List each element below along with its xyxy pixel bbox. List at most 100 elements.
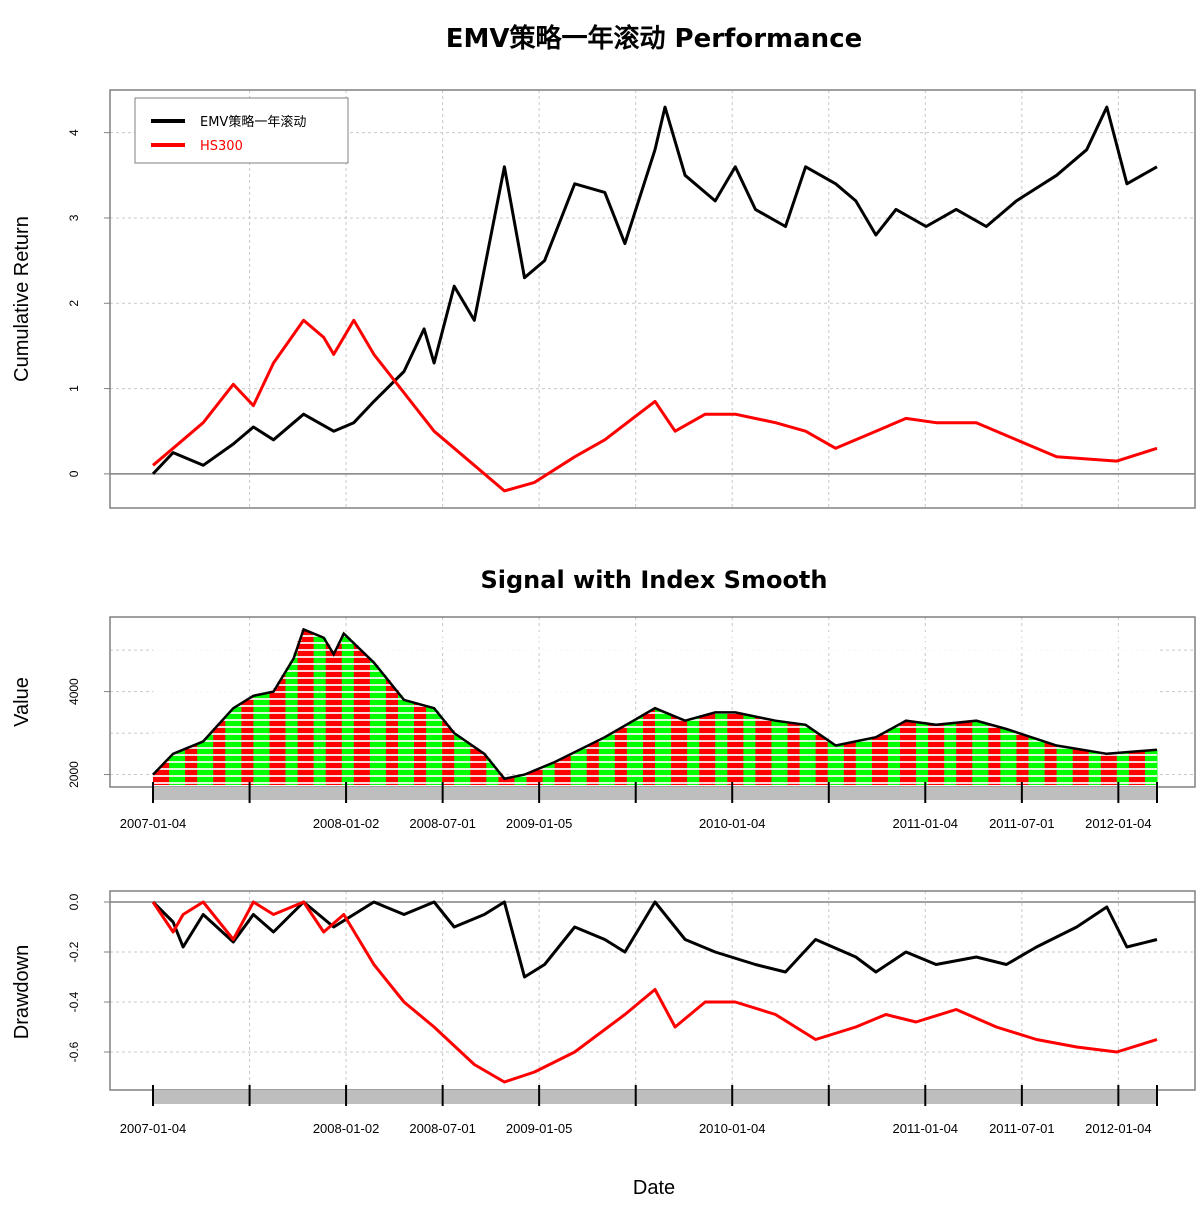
performance-plot-frame: [109, 89, 1196, 509]
legend-box: [134, 97, 349, 164]
signal-bar: [265, 692, 270, 785]
signal-bar: [225, 714, 230, 785]
performance-legend: EMV策略一年滚动 HS300: [134, 97, 349, 164]
signal-bar: [920, 722, 925, 785]
signal-bar: [341, 633, 347, 785]
signal-bar: [1076, 749, 1082, 785]
signal-title: Signal with Index Smooth: [480, 566, 827, 594]
signal-bar: [1072, 748, 1078, 785]
signal-bar: [839, 744, 845, 785]
signal-bar: [1060, 746, 1066, 785]
signal-bar: [743, 714, 748, 785]
x-tick-label: 2008-07-01: [409, 816, 476, 831]
x-tick-label: 2008-01-02: [313, 816, 380, 831]
signal-bar: [630, 721, 636, 785]
signal-bar: [1016, 732, 1021, 785]
signal-bar: [470, 745, 475, 785]
signal-bar: [201, 741, 206, 785]
signal-bar: [1153, 749, 1158, 785]
signal-bar: [474, 748, 479, 785]
signal-bar: [634, 718, 640, 785]
x-tick-label: 2007-01-04: [120, 1121, 187, 1136]
signal-bar: [667, 714, 672, 785]
signal-bar: [747, 715, 752, 785]
signal-bar: [1024, 735, 1029, 785]
signal-bar: [1008, 730, 1013, 785]
signal-bar: [783, 722, 788, 785]
signal-bar: [956, 722, 961, 785]
signal-bar: [679, 719, 684, 785]
signal-bar: [819, 735, 825, 785]
signal-bar: [554, 761, 560, 785]
signal-bar: [514, 776, 519, 785]
signal-bar: [526, 772, 531, 785]
signal-bar: [221, 719, 226, 785]
drawdown-y-axis-label: Drawdown: [11, 945, 33, 1039]
x-tick-label: 2010-01-04: [699, 816, 766, 831]
signal-bar: [466, 742, 471, 785]
signal-bar: [586, 745, 592, 785]
signal-bar: [193, 744, 198, 785]
signal-bar: [699, 716, 704, 785]
signal-bar: [1004, 729, 1009, 785]
signal-bar: [293, 652, 299, 785]
signal-bar: [169, 755, 174, 785]
performance-y-ticks: 0 1 2 3 4: [67, 129, 110, 477]
signal-x-tick-labels: 2007-01-04 2008-01-02 2008-07-01 2009-01-05…: [120, 816, 1152, 831]
signal-bar: [369, 660, 375, 785]
x-tick-label: 2009-01-05: [506, 816, 573, 831]
signal-bar: [257, 694, 262, 785]
signal-bar: [582, 747, 588, 785]
signal-bar: [695, 717, 700, 785]
x-tick-label: 2010-01-04: [699, 1121, 766, 1136]
signal-bar: [385, 680, 391, 785]
signal-bar: [185, 748, 190, 785]
signal-index-line: [152, 627, 1158, 781]
signal-bar: [317, 636, 323, 785]
signal-bar: [1145, 750, 1150, 785]
performance-panel: EMV策略一年滚动 Performance 0 1 2 3 4 Cumulative R…: [11, 23, 1196, 509]
signal-bar: [811, 730, 817, 785]
signal-bar: [454, 734, 459, 785]
signal-bar: [329, 651, 335, 785]
x-tick-label: 2009-01-05: [506, 1121, 573, 1136]
signal-bar: [534, 769, 539, 785]
signal-bar: [847, 742, 853, 785]
signal-bar: [281, 675, 286, 785]
signal-bar: [414, 703, 419, 785]
signal-bar: [775, 720, 780, 785]
date-axis-label: Date: [633, 1177, 675, 1199]
signal-bar: [181, 749, 186, 785]
signal-bar: [498, 773, 503, 785]
y-tick-label: -0.4: [67, 991, 81, 1012]
signal-bar: [835, 745, 841, 785]
signal-bar: [562, 757, 568, 785]
signal-bar: [394, 690, 399, 785]
signal-bar: [590, 743, 596, 785]
signal-bar: [153, 772, 158, 785]
signal-bar: [510, 777, 515, 785]
signal-bar: [486, 758, 491, 785]
signal-bar: [968, 721, 973, 785]
signal-bar: [373, 665, 379, 785]
x-tick-label: 2011-01-04: [893, 1121, 959, 1136]
signal-bar: [687, 719, 692, 785]
date-band: [153, 1090, 1157, 1104]
signal-bar: [361, 652, 367, 785]
signal-bar: [197, 743, 202, 785]
signal-bar: [675, 717, 680, 785]
drawdown-series: [151, 900, 1158, 1084]
signal-bar: [518, 775, 523, 785]
signal-bar: [189, 746, 194, 785]
drawdown-date-band: [152, 1085, 1158, 1106]
signal-bar: [241, 702, 246, 785]
drawdown-panel: 0.0 -0.2 -0.4 -0.6 Drawdown 2007-01-04 2008-…: [11, 890, 1196, 1199]
signal-bar: [763, 718, 768, 785]
signal-bar: [807, 727, 813, 785]
signal-bar: [904, 720, 909, 785]
signal-bar: [305, 631, 311, 785]
signal-bar: [301, 629, 307, 785]
signal-bar: [422, 705, 427, 785]
